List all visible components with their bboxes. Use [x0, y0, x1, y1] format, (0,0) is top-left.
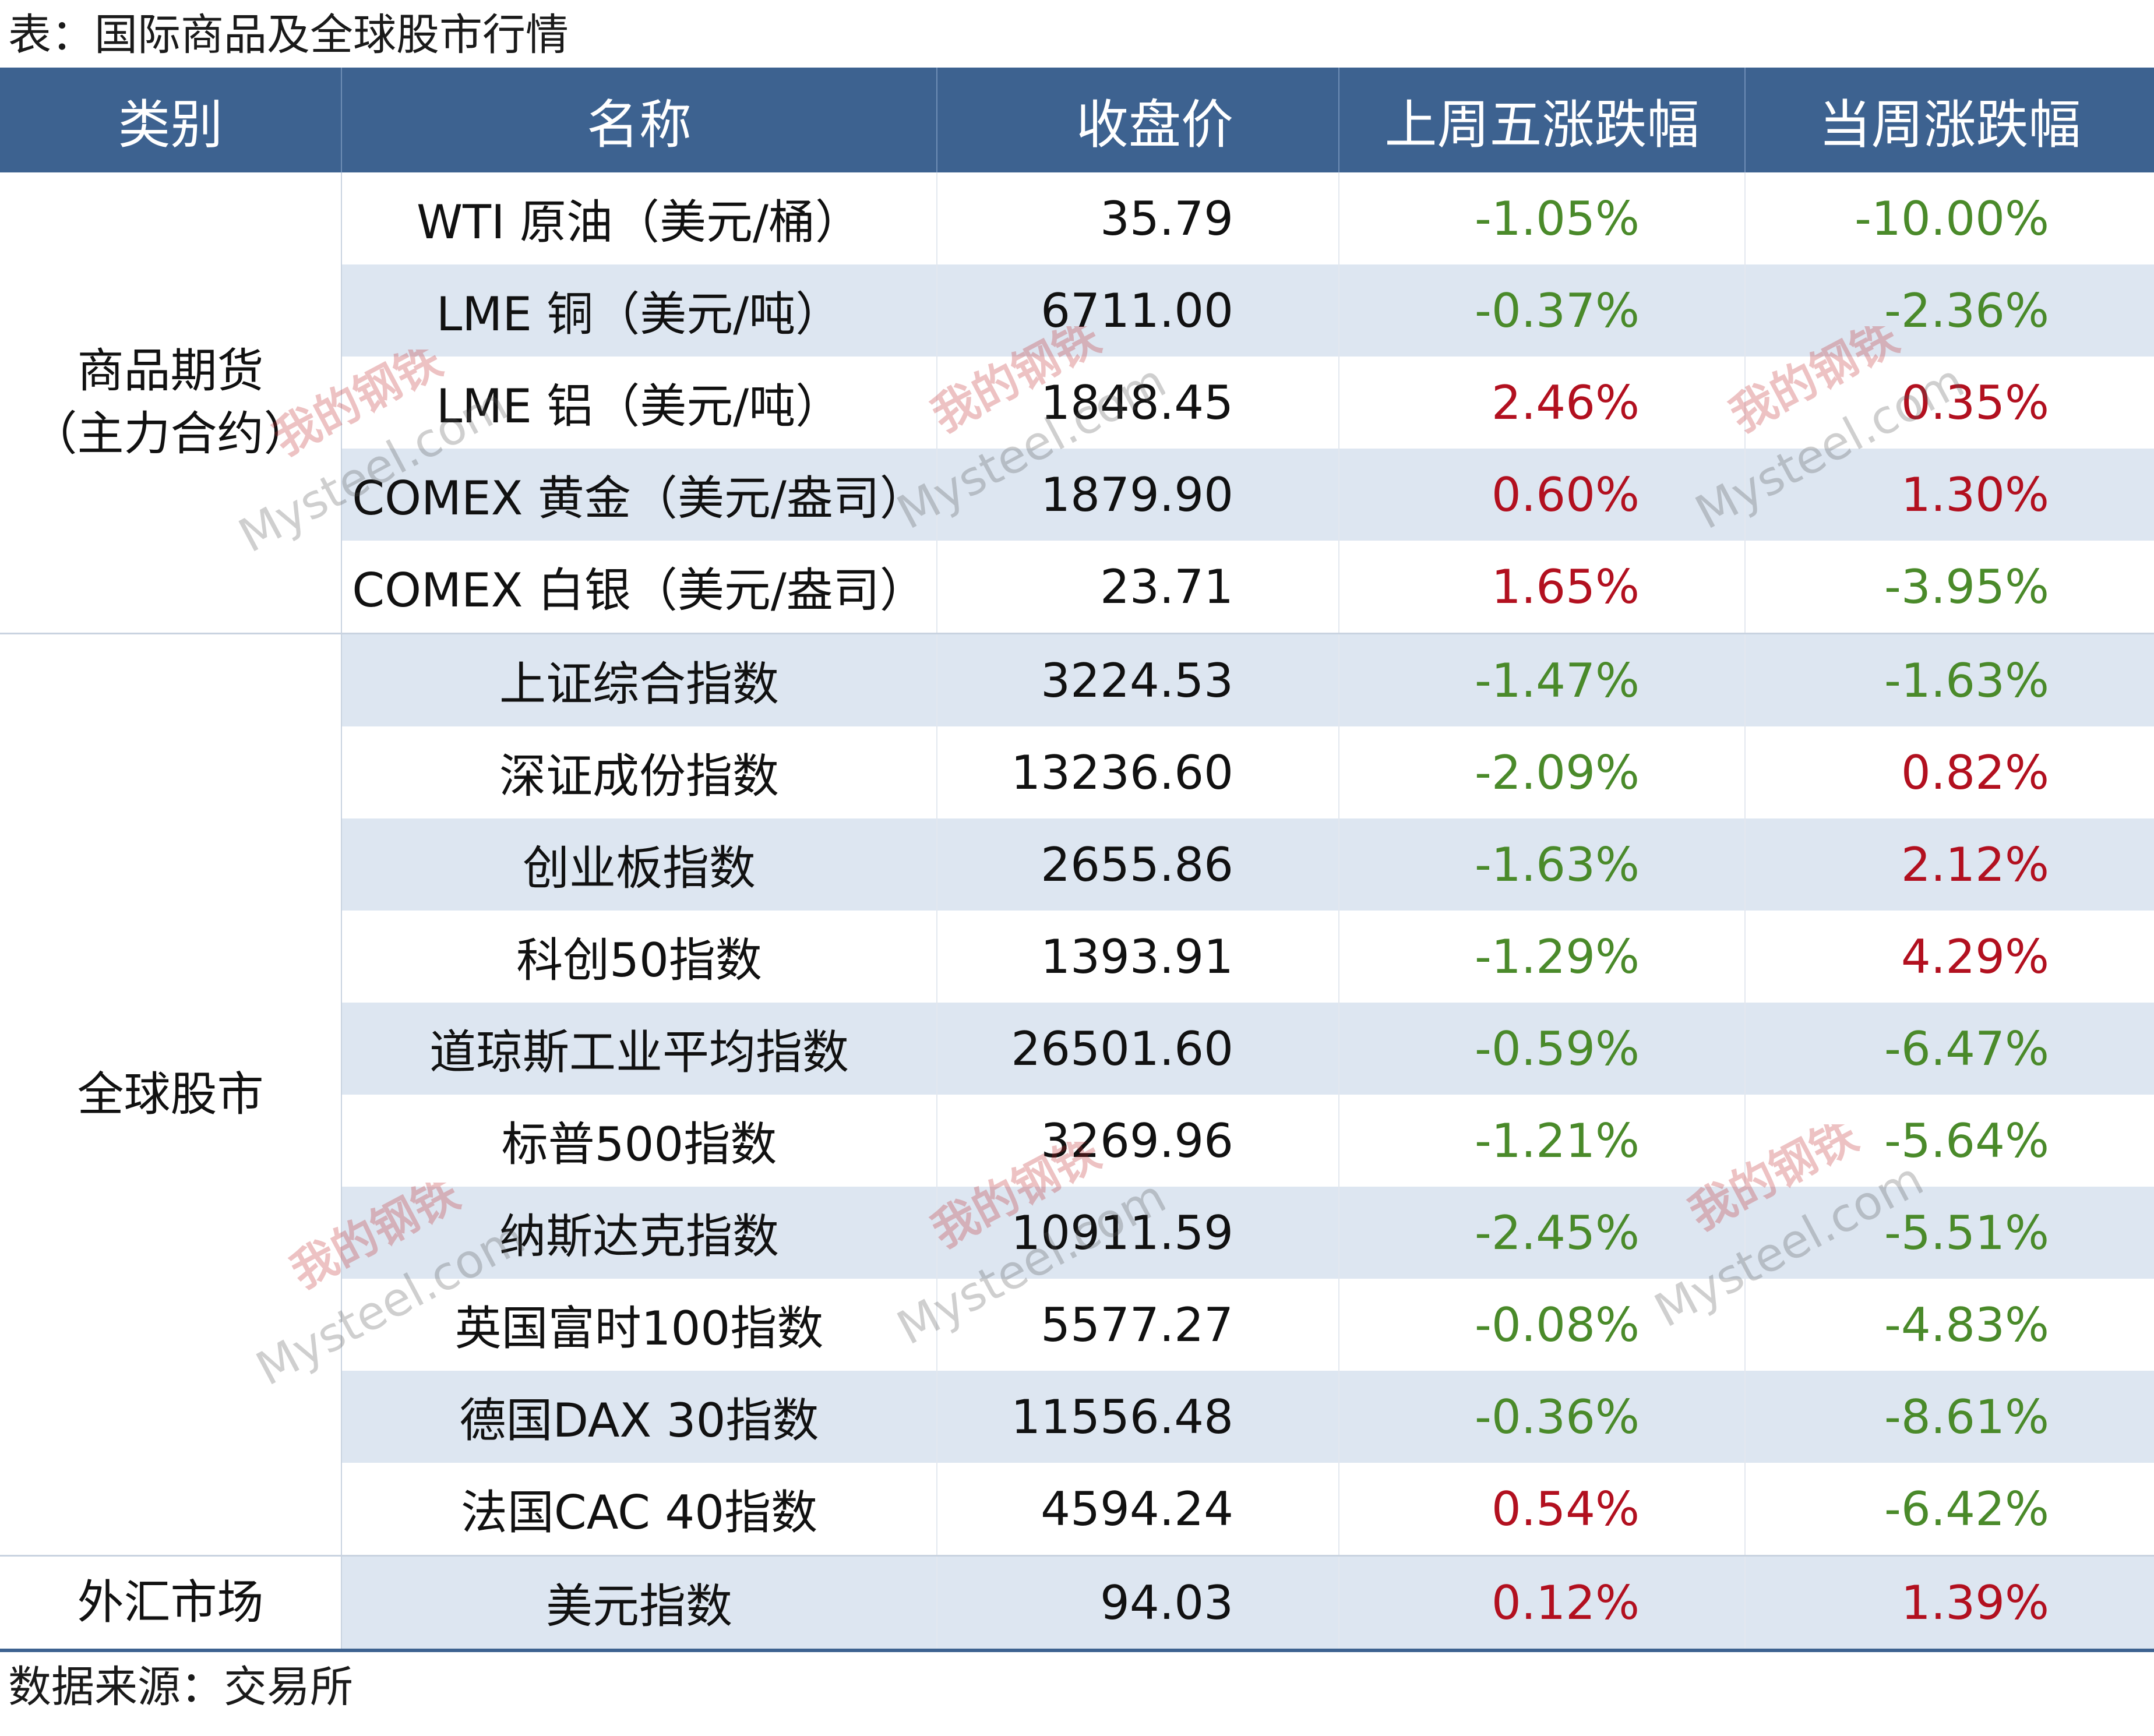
instrument-name: 标普500指数	[341, 1095, 937, 1187]
week-change: 1.30%	[1744, 449, 2154, 541]
week-change: -1.63%	[1744, 633, 2154, 726]
close-price: 5577.27	[936, 1279, 1339, 1371]
close-price: 6711.00	[936, 264, 1339, 357]
table-row: 英国富时100指数 5577.27 -0.08% -4.83%	[0, 1279, 2154, 1371]
table-row: LME 铝（美元/吨） 1848.45 2.46% 0.35%	[0, 357, 2154, 449]
close-price: 26501.60	[936, 1003, 1339, 1095]
last-friday-change: -1.05%	[1338, 172, 1745, 264]
close-price: 23.71	[936, 541, 1339, 634]
last-friday-change: -2.09%	[1338, 726, 1745, 818]
instrument-name: 美元指数	[341, 1555, 937, 1652]
close-price: 2655.86	[936, 818, 1339, 911]
close-price: 1879.90	[936, 449, 1339, 541]
week-change: 2.12%	[1744, 818, 2154, 911]
table-row: 外汇市场 美元指数 94.03 0.12% 1.39%	[0, 1555, 2154, 1652]
instrument-name: 道琼斯工业平均指数	[341, 1003, 937, 1095]
week-change: -5.51%	[1744, 1187, 2154, 1279]
last-friday-change: 0.60%	[1338, 449, 1745, 541]
last-friday-change: -1.21%	[1338, 1095, 1745, 1187]
last-friday-change: -1.63%	[1338, 818, 1745, 911]
table-caption: 表：国际商品及全球股市行情	[8, 10, 569, 60]
instrument-name: COMEX 黄金（美元/盎司）	[341, 449, 937, 541]
week-change: 0.35%	[1744, 357, 2154, 449]
category-label: 外汇市场	[77, 1575, 264, 1629]
data-source-note: 数据来源：交易所	[8, 1662, 353, 1712]
last-friday-change: 2.46%	[1338, 357, 1745, 449]
category-label: 商品期货	[77, 344, 264, 398]
close-price: 3224.53	[936, 633, 1339, 726]
instrument-name: LME 铜（美元/吨）	[341, 264, 937, 357]
instrument-name: 科创50指数	[341, 911, 937, 1003]
header-name: 名称	[341, 68, 937, 172]
week-change: 4.29%	[1744, 911, 2154, 1003]
week-change: -6.47%	[1744, 1003, 2154, 1095]
table-row: 标普500指数 3269.96 -1.21% -5.64%	[0, 1095, 2154, 1187]
category-label: 全球股市	[77, 1067, 264, 1121]
instrument-name: 英国富时100指数	[341, 1279, 937, 1371]
category-cell: 外汇市场	[0, 1555, 342, 1652]
week-change: -5.64%	[1744, 1095, 2154, 1187]
category-cell: 全球股市	[0, 633, 342, 1556]
last-friday-change: -1.29%	[1338, 911, 1745, 1003]
last-friday-change: -0.59%	[1338, 1003, 1745, 1095]
instrument-name: 上证综合指数	[341, 633, 937, 726]
instrument-name: LME 铝（美元/吨）	[341, 357, 937, 449]
week-change: 0.82%	[1744, 726, 2154, 818]
week-change: -6.42%	[1744, 1463, 2154, 1556]
table-row: 纳斯达克指数 10911.59 -2.45% -5.51%	[0, 1187, 2154, 1279]
week-change: -2.36%	[1744, 264, 2154, 357]
instrument-name: WTI 原油（美元/桶）	[341, 172, 937, 264]
header-last-friday-change: 上周五涨跌幅	[1338, 68, 1745, 172]
header-row: 类别 名称 收盘价 上周五涨跌幅 当周涨跌幅	[0, 68, 2154, 172]
close-price: 10911.59	[936, 1187, 1339, 1279]
last-friday-change: -0.36%	[1338, 1371, 1745, 1463]
table-row: 全球股市 上证综合指数 3224.53 -1.47% -1.63%	[0, 633, 2154, 1556]
close-price: 1393.91	[936, 911, 1339, 1003]
instrument-name: 创业板指数	[341, 818, 937, 911]
table-row: 德国DAX 30指数 11556.48 -0.36% -8.61%	[0, 1371, 2154, 1463]
instrument-name: COMEX 白银（美元/盎司）	[341, 541, 937, 634]
category-cell: 商品期货 （主力合约）	[0, 172, 342, 634]
week-change: -8.61%	[1744, 1371, 2154, 1463]
week-change: -10.00%	[1744, 172, 2154, 264]
week-change: -4.83%	[1744, 1279, 2154, 1371]
category-sublabel: （主力合约）	[30, 407, 311, 461]
table-row: COMEX 白银（美元/盎司） 23.71 1.65% -3.95%	[0, 541, 2154, 634]
last-friday-change: 0.12%	[1338, 1555, 1745, 1652]
instrument-name: 德国DAX 30指数	[341, 1371, 937, 1463]
table-body: 商品期货 （主力合约） WTI 原油（美元/桶） 35.79 -1.05% -10.00%…	[0, 172, 2154, 1652]
table-row: COMEX 黄金（美元/盎司） 1879.90 0.60% 1.30%	[0, 449, 2154, 541]
close-price: 94.03	[936, 1555, 1339, 1652]
last-friday-change: 1.65%	[1338, 541, 1745, 634]
table-row: 深证成份指数 13236.60 -2.09% 0.82%	[0, 726, 2154, 818]
table-row: 创业板指数 2655.86 -1.63% 2.12%	[0, 818, 2154, 911]
close-price: 13236.60	[936, 726, 1339, 818]
close-price: 4594.24	[936, 1463, 1339, 1556]
last-friday-change: -0.37%	[1338, 264, 1745, 357]
header-week-change: 当周涨跌幅	[1744, 68, 2154, 172]
close-price: 35.79	[936, 172, 1339, 264]
last-friday-change: -0.08%	[1338, 1279, 1745, 1371]
week-change: 1.39%	[1744, 1555, 2154, 1652]
instrument-name: 深证成份指数	[341, 726, 937, 818]
table-row: LME 铜（美元/吨） 6711.00 -0.37% -2.36%	[0, 264, 2154, 357]
table-row: 商品期货 （主力合约） WTI 原油（美元/桶） 35.79 -1.05% -10.00%	[0, 172, 2154, 634]
instrument-name: 法国CAC 40指数	[341, 1463, 937, 1556]
close-price: 11556.48	[936, 1371, 1339, 1463]
last-friday-change: 0.54%	[1338, 1463, 1745, 1556]
close-price: 3269.96	[936, 1095, 1339, 1187]
market-quotes-table: 类别 名称 收盘价 上周五涨跌幅 当周涨跌幅 商品期货 （主力合约） WTI 原油（…	[0, 68, 2154, 1652]
instrument-name: 纳斯达克指数	[341, 1187, 937, 1279]
table-row: 道琼斯工业平均指数 26501.60 -0.59% -6.47%	[0, 1003, 2154, 1095]
header-category: 类别	[0, 68, 341, 172]
table-row: 科创50指数 1393.91 -1.29% 4.29%	[0, 911, 2154, 1003]
last-friday-change: -2.45%	[1338, 1187, 1745, 1279]
last-friday-change: -1.47%	[1338, 633, 1745, 726]
header-close-price: 收盘价	[936, 68, 1339, 172]
close-price: 1848.45	[936, 357, 1339, 449]
table-row: 法国CAC 40指数 4594.24 0.54% -6.42%	[0, 1463, 2154, 1556]
week-change: -3.95%	[1744, 541, 2154, 634]
